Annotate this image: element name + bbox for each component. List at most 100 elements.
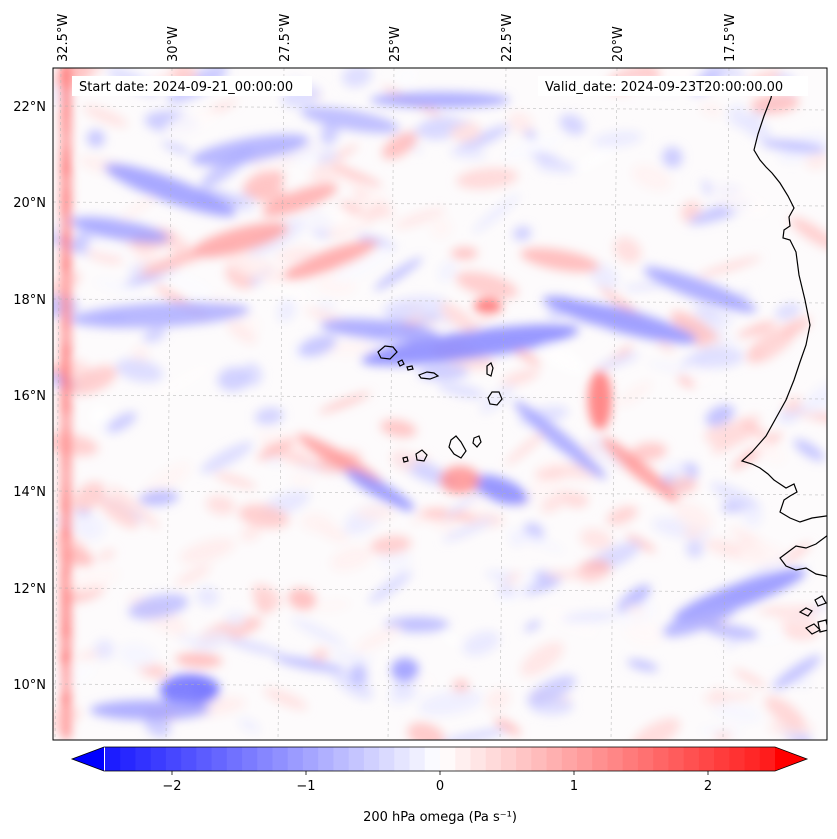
omega-cell <box>298 209 366 232</box>
omega-cell <box>542 296 698 344</box>
colorbar-bin <box>424 747 441 771</box>
omega-cell <box>497 587 518 598</box>
omega-cell <box>760 630 789 644</box>
omega-cell <box>513 226 532 241</box>
colorbar: −2 −1 0 1 2 200 hPa omega (Pa s⁻¹) <box>70 746 809 825</box>
omega-cell <box>677 375 696 388</box>
lat-label-10n: 10°N <box>13 678 46 693</box>
omega-cell <box>631 442 667 461</box>
omega-cell <box>589 263 619 291</box>
omega-cell <box>61 580 71 600</box>
omega-cell <box>290 474 315 485</box>
omega-cell <box>438 260 458 282</box>
meridian-line <box>722 68 730 740</box>
omega-cell <box>440 466 480 494</box>
omega-cell <box>61 384 71 404</box>
island-sao-nicolau <box>418 371 440 380</box>
omega-cell <box>579 528 613 550</box>
omega-cell <box>775 302 801 320</box>
omega-cell <box>88 405 109 424</box>
colorbar-bin <box>546 747 563 771</box>
lat-label-18n: 18°N <box>13 293 46 308</box>
omega-cell <box>474 298 502 314</box>
omega-cell <box>758 330 787 356</box>
colorbar-bin <box>150 747 167 771</box>
omega-cell <box>331 164 383 187</box>
omega-cell <box>561 611 619 623</box>
omega-cell <box>275 655 343 673</box>
omega-cell <box>513 400 607 480</box>
omega-cell <box>104 163 236 217</box>
omega-cell <box>382 295 450 321</box>
omega-cell <box>540 488 572 513</box>
omega-cell <box>115 358 164 383</box>
omega-cell <box>441 631 461 647</box>
omega-cell <box>156 363 212 399</box>
omega-cell <box>632 164 672 191</box>
meridian-line <box>610 68 618 740</box>
valid-date-box <box>538 76 808 96</box>
omega-cell <box>394 207 446 229</box>
colorbar-bin <box>120 747 137 771</box>
omega-cell <box>368 570 412 604</box>
omega-cell <box>437 382 486 399</box>
omega-cell <box>166 272 215 298</box>
omega-cell <box>701 693 756 701</box>
lat-label-22n: 22°N <box>13 100 46 115</box>
omega-cell <box>61 650 71 670</box>
omega-cell <box>61 230 71 250</box>
omega-cell <box>524 620 541 632</box>
omega-cell <box>536 162 579 173</box>
lon-label-30w: 30°W <box>166 26 181 62</box>
lat-label-16n: 16°N <box>13 389 46 404</box>
omega-cell <box>345 468 415 512</box>
island-brava <box>402 456 409 463</box>
omega-cell <box>790 678 813 688</box>
omega-cell <box>544 569 610 579</box>
omega-cell <box>238 717 261 733</box>
omega-cell <box>70 216 170 244</box>
colorbar-bin <box>363 747 380 771</box>
colorbar-bin <box>561 747 578 771</box>
omega-cell <box>706 68 746 78</box>
omega-cell <box>690 346 745 369</box>
omega-cell <box>656 341 675 353</box>
omega-cell <box>61 720 71 740</box>
omega-cell <box>455 271 518 299</box>
omega-cell <box>318 392 371 414</box>
bijagos-island-b <box>814 595 827 607</box>
omega-cell <box>61 272 71 292</box>
omega-cell <box>374 257 423 291</box>
colorbar-tick-label-m1: −1 <box>296 779 315 794</box>
omega-cell <box>342 68 372 88</box>
omega-cell <box>504 428 550 466</box>
omega-cell <box>355 625 402 653</box>
colorbar-high-extension <box>775 747 807 771</box>
omega-cell <box>61 76 71 96</box>
omega-cell <box>500 134 566 161</box>
omega-cell <box>61 426 71 446</box>
colorbar-bin <box>683 747 700 771</box>
omega-cell <box>391 680 415 699</box>
omega-cell <box>320 121 339 146</box>
omega-cell <box>772 655 821 690</box>
omega-cell <box>449 147 487 160</box>
omega-cell <box>418 690 483 716</box>
omega-cell <box>118 643 157 669</box>
omega-cell <box>61 188 71 208</box>
omega-cell <box>685 539 704 558</box>
omega-cell <box>330 546 373 571</box>
omega-cell <box>66 567 120 593</box>
omega-cell <box>739 542 784 567</box>
omega-cell <box>450 121 482 143</box>
omega-cell <box>708 184 770 217</box>
omega-cell <box>662 146 683 168</box>
omega-cell <box>501 368 540 387</box>
omega-cell <box>61 342 71 362</box>
omega-cell <box>133 247 159 266</box>
omega-cell <box>118 275 162 287</box>
omega-cell <box>300 513 333 533</box>
colorbar-bin <box>440 747 456 771</box>
omega-cell <box>139 490 179 506</box>
omega-cell <box>94 279 142 295</box>
